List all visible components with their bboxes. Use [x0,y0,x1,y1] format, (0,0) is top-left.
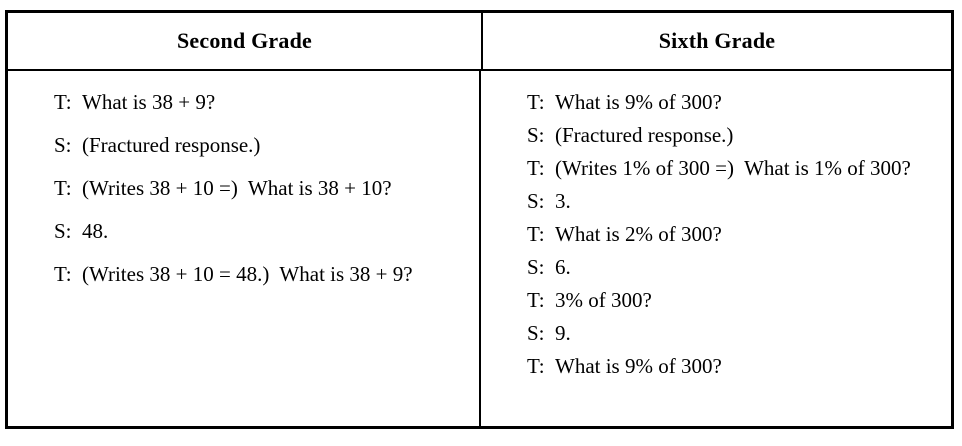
utterance-text: What is 9% of 300? [555,90,722,114]
utterance-text: What is 38 + 9? [82,90,216,114]
dialogue-turn: S: 9. [527,317,951,350]
utterance-text: What is 9% of 300? [555,354,722,378]
utterance-text: 9. [555,321,571,345]
dialogue-comparison-table: Second Grade Sixth Grade T: What is 38 +… [5,10,954,429]
dialogue-turn: S: (Fractured response.) [527,119,951,152]
dialogue-turn: T: (Writes 38 + 10 =) What is 38 + 10? [54,167,479,210]
speaker-label: T: [527,288,545,312]
column-header-sixth-grade: Sixth Grade [658,28,776,53]
speaker-label: S: [527,255,545,279]
utterance-text: 48. [82,219,109,243]
speaker-label: T: [54,262,72,286]
dialogue-turn: T: (Writes 1% of 300 =) What is 1% of 30… [527,152,951,185]
dialogue-turn: T: What is 38 + 9? [54,81,479,124]
dialogue-turn: S: (Fractured response.) [54,124,479,167]
dialogue-turn: T: 3% of 300? [527,284,951,317]
table-header-row: Second Grade Sixth Grade [8,13,951,71]
dialogue-turn: T: What is 9% of 300? [527,86,951,119]
speaker-label: T: [54,176,72,200]
sixth-grade-dialogue-cell: T: What is 9% of 300? S: (Fractured resp… [481,71,951,426]
speaker-label: T: [527,354,545,378]
column-header-second-grade: Second Grade [8,13,483,69]
speaker-label: S: [527,123,545,147]
speaker-label: T: [527,222,545,246]
utterance-text: 3% of 300? [555,288,652,312]
speaker-label: T: [54,90,72,114]
dialogue-turn: T: What is 9% of 300? [527,350,951,383]
speaker-label: T: [527,90,545,114]
dialogue-turn: T: (Writes 38 + 10 = 48.) What is 38 + 9… [54,253,479,296]
utterance-text: (Writes 1% of 300 =) What is 1% of 300? [555,156,911,180]
utterance-text: What is 2% of 300? [555,222,722,246]
dialogue-turn: S: 6. [527,251,951,284]
utterance-text: 3. [555,189,571,213]
speaker-label: T: [527,156,545,180]
dialogue-turn: T: What is 2% of 300? [527,218,951,251]
utterance-text: 6. [555,255,571,279]
utterance-text: (Writes 38 + 10 = 48.) What is 38 + 9? [82,262,413,286]
dialogue-turn: S: 3. [527,185,951,218]
second-grade-dialogue-cell: T: What is 38 + 9? S: (Fractured respons… [8,71,481,426]
dialogue-turn: S: 48. [54,210,479,253]
speaker-label: S: [527,189,545,213]
utterance-text: (Writes 38 + 10 =) What is 38 + 10? [82,176,392,200]
speaker-label: S: [527,321,545,345]
utterance-text: (Fractured response.) [82,133,261,157]
speaker-label: S: [54,133,72,157]
utterance-text: (Fractured response.) [555,123,734,147]
speaker-label: S: [54,219,72,243]
table-body-row: T: What is 38 + 9? S: (Fractured respons… [8,71,951,426]
